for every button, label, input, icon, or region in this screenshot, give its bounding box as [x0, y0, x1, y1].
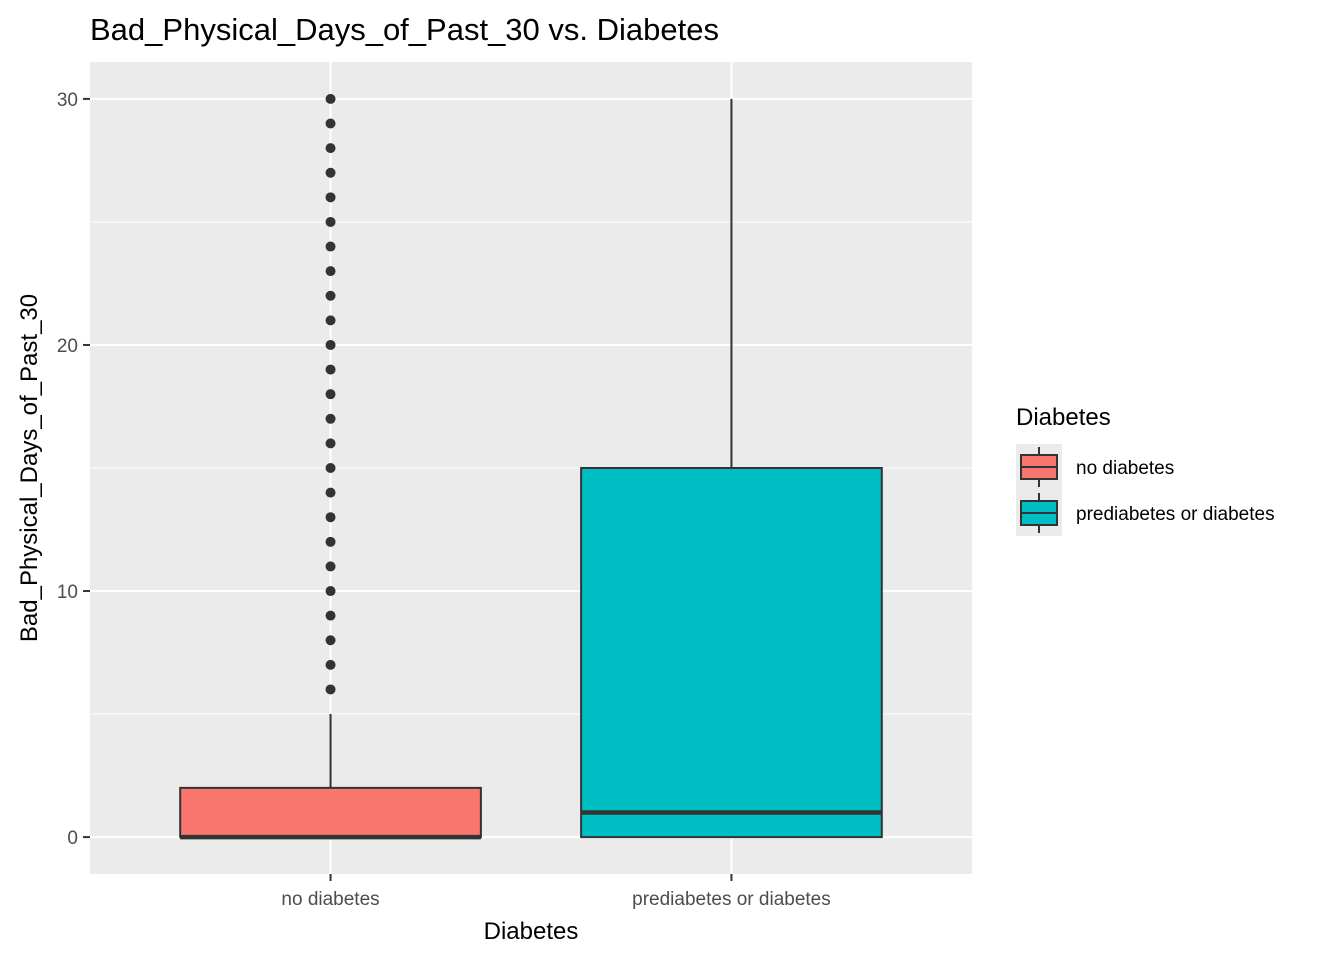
outlier-point [325, 290, 336, 301]
outlier-point [325, 536, 336, 547]
x-tick-label: prediabetes or diabetes [632, 889, 831, 910]
box-body [580, 467, 883, 839]
y-tick-label: 30 [57, 90, 78, 111]
x-tick-label: no diabetes [281, 889, 379, 910]
outlier-point [325, 266, 336, 277]
outlier-point [325, 659, 336, 670]
legend-title: Diabetes [1016, 404, 1111, 431]
outlier-point [325, 586, 336, 597]
chart-title: Bad_Physical_Days_of_Past_30 vs. Diabete… [90, 12, 719, 47]
outlier-point [325, 512, 336, 523]
outlier-point [325, 487, 336, 498]
outlier-point [325, 315, 336, 326]
outlier-point [325, 389, 336, 400]
outlier-point [325, 561, 336, 572]
y-tick-label: 20 [57, 336, 78, 357]
y-tick-label: 10 [57, 582, 78, 603]
outlier-point [325, 610, 336, 621]
box-body [179, 786, 482, 839]
outlier-point [325, 241, 336, 252]
x-axis: no diabetes prediabetes or diabetes [281, 874, 831, 910]
outlier-point [325, 167, 336, 178]
outlier-point [325, 438, 336, 449]
outlier-point [325, 413, 336, 424]
box-no-diabetes [179, 93, 482, 840]
legend-entry: no diabetes [1016, 444, 1174, 490]
y-axis: 0 10 20 30 [57, 90, 90, 849]
outlier-point [325, 216, 336, 227]
legend: Diabetes no diabetes prediabetes or diabe… [1016, 404, 1275, 536]
outlier-point [325, 684, 336, 695]
boxes [179, 93, 883, 840]
y-tick-label: 0 [67, 828, 78, 849]
outlier-point [325, 192, 336, 203]
legend-label: prediabetes or diabetes [1076, 504, 1275, 525]
y-axis-title: Bad_Physical_Days_of_Past_30 [16, 294, 43, 642]
outlier-point [325, 463, 336, 473]
outlier-point [325, 339, 336, 350]
x-axis-title: Diabetes [484, 918, 579, 945]
outlier-point [325, 143, 336, 154]
outlier-point [325, 118, 336, 129]
box-prediabetes-or-diabetes [580, 98, 883, 839]
legend-label: no diabetes [1076, 458, 1174, 479]
outlier-point [325, 364, 336, 375]
legend-entry: prediabetes or diabetes [1016, 490, 1275, 536]
outlier-point [325, 93, 336, 104]
outlier-point [325, 635, 336, 646]
